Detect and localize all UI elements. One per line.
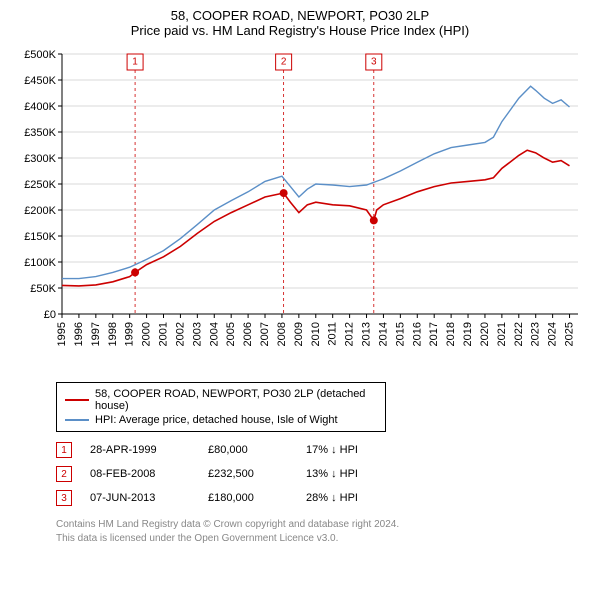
- svg-text:2009: 2009: [293, 322, 305, 346]
- svg-text:2002: 2002: [174, 322, 186, 346]
- svg-text:2004: 2004: [208, 322, 220, 346]
- sale-marker-num: 3: [371, 57, 377, 68]
- svg-text:£150K: £150K: [24, 231, 56, 243]
- footer-line1: Contains HM Land Registry data © Crown c…: [56, 518, 588, 532]
- svg-text:2003: 2003: [191, 322, 203, 346]
- svg-text:2024: 2024: [547, 322, 559, 346]
- price-chart: £0 £50K £100K £150K £200K £250K £300K £350K £400…: [12, 44, 588, 374]
- svg-text:£500K: £500K: [24, 49, 56, 61]
- svg-text:2014: 2014: [377, 322, 389, 346]
- svg-text:2017: 2017: [428, 322, 440, 346]
- svg-text:£300K: £300K: [24, 153, 56, 165]
- svg-text:2006: 2006: [242, 322, 254, 346]
- svg-text:1996: 1996: [73, 322, 85, 346]
- event-price: £232,500: [208, 468, 288, 480]
- svg-text:2012: 2012: [344, 322, 356, 346]
- footer-line2: This data is licensed under the Open Gov…: [56, 532, 588, 546]
- chart-titles: 58, COOPER ROAD, NEWPORT, PO30 2LP Price…: [12, 8, 588, 38]
- svg-text:2022: 2022: [513, 322, 525, 346]
- svg-text:2005: 2005: [225, 322, 237, 346]
- svg-text:2016: 2016: [411, 322, 423, 346]
- legend-swatch: [65, 419, 89, 421]
- svg-text:2015: 2015: [394, 322, 406, 346]
- svg-text:£450K: £450K: [24, 75, 56, 87]
- svg-text:£0: £0: [44, 309, 56, 321]
- event-row: 3 07-JUN-2013 £180,000 28% ↓ HPI: [56, 486, 588, 510]
- svg-text:£50K: £50K: [30, 283, 56, 295]
- svg-text:£350K: £350K: [24, 127, 56, 139]
- svg-text:£100K: £100K: [24, 257, 56, 269]
- legend-swatch: [65, 399, 89, 401]
- svg-text:2019: 2019: [462, 322, 474, 346]
- svg-text:2008: 2008: [276, 322, 288, 346]
- event-hpi: 28% ↓ HPI: [306, 492, 358, 504]
- legend-label: HPI: Average price, detached house, Isle…: [95, 414, 338, 426]
- svg-text:2010: 2010: [310, 322, 322, 346]
- svg-text:1998: 1998: [107, 322, 119, 346]
- svg-text:1997: 1997: [90, 322, 102, 346]
- event-date: 28-APR-1999: [90, 444, 190, 456]
- event-row: 1 28-APR-1999 £80,000 17% ↓ HPI: [56, 438, 588, 462]
- event-date: 07-JUN-2013: [90, 492, 190, 504]
- svg-text:2001: 2001: [158, 322, 170, 346]
- svg-text:2025: 2025: [564, 322, 576, 346]
- svg-text:2020: 2020: [479, 322, 491, 346]
- event-hpi: 17% ↓ HPI: [306, 444, 358, 456]
- sale-events: 1 28-APR-1999 £80,000 17% ↓ HPI 2 08-FEB-2008…: [56, 438, 588, 510]
- svg-text:£250K: £250K: [24, 179, 56, 191]
- svg-text:1999: 1999: [124, 322, 136, 346]
- event-marker: 1: [56, 442, 72, 458]
- sale-dot: [131, 268, 139, 276]
- svg-text:£400K: £400K: [24, 101, 56, 113]
- data-attribution: Contains HM Land Registry data © Crown c…: [56, 518, 588, 545]
- event-marker: 3: [56, 490, 72, 506]
- event-hpi: 13% ↓ HPI: [306, 468, 358, 480]
- event-price: £80,000: [208, 444, 288, 456]
- svg-text:2000: 2000: [141, 322, 153, 346]
- svg-text:2021: 2021: [496, 322, 508, 346]
- chart-svg: £0 £50K £100K £150K £200K £250K £300K £350K £400…: [12, 44, 588, 374]
- sale-marker-num: 2: [281, 57, 287, 68]
- sale-marker-num: 1: [132, 57, 138, 68]
- legend: 58, COOPER ROAD, NEWPORT, PO30 2LP (deta…: [56, 382, 386, 432]
- svg-text:2018: 2018: [445, 322, 457, 346]
- title-subtitle: Price paid vs. HM Land Registry's House …: [12, 23, 588, 38]
- page: 58, COOPER ROAD, NEWPORT, PO30 2LP Price…: [0, 0, 600, 553]
- event-marker: 2: [56, 466, 72, 482]
- svg-text:2011: 2011: [327, 322, 339, 346]
- svg-text:£200K: £200K: [24, 205, 56, 217]
- sale-dot: [280, 189, 288, 197]
- legend-label: 58, COOPER ROAD, NEWPORT, PO30 2LP (deta…: [95, 388, 377, 412]
- event-price: £180,000: [208, 492, 288, 504]
- svg-text:2023: 2023: [530, 322, 542, 346]
- legend-item: HPI: Average price, detached house, Isle…: [65, 413, 377, 427]
- legend-item: 58, COOPER ROAD, NEWPORT, PO30 2LP (deta…: [65, 387, 377, 413]
- event-row: 2 08-FEB-2008 £232,500 13% ↓ HPI: [56, 462, 588, 486]
- title-address: 58, COOPER ROAD, NEWPORT, PO30 2LP: [12, 8, 588, 23]
- svg-text:2013: 2013: [361, 322, 373, 346]
- event-date: 08-FEB-2008: [90, 468, 190, 480]
- sale-dot: [370, 216, 378, 224]
- svg-text:1995: 1995: [56, 322, 68, 346]
- svg-text:2007: 2007: [259, 322, 271, 346]
